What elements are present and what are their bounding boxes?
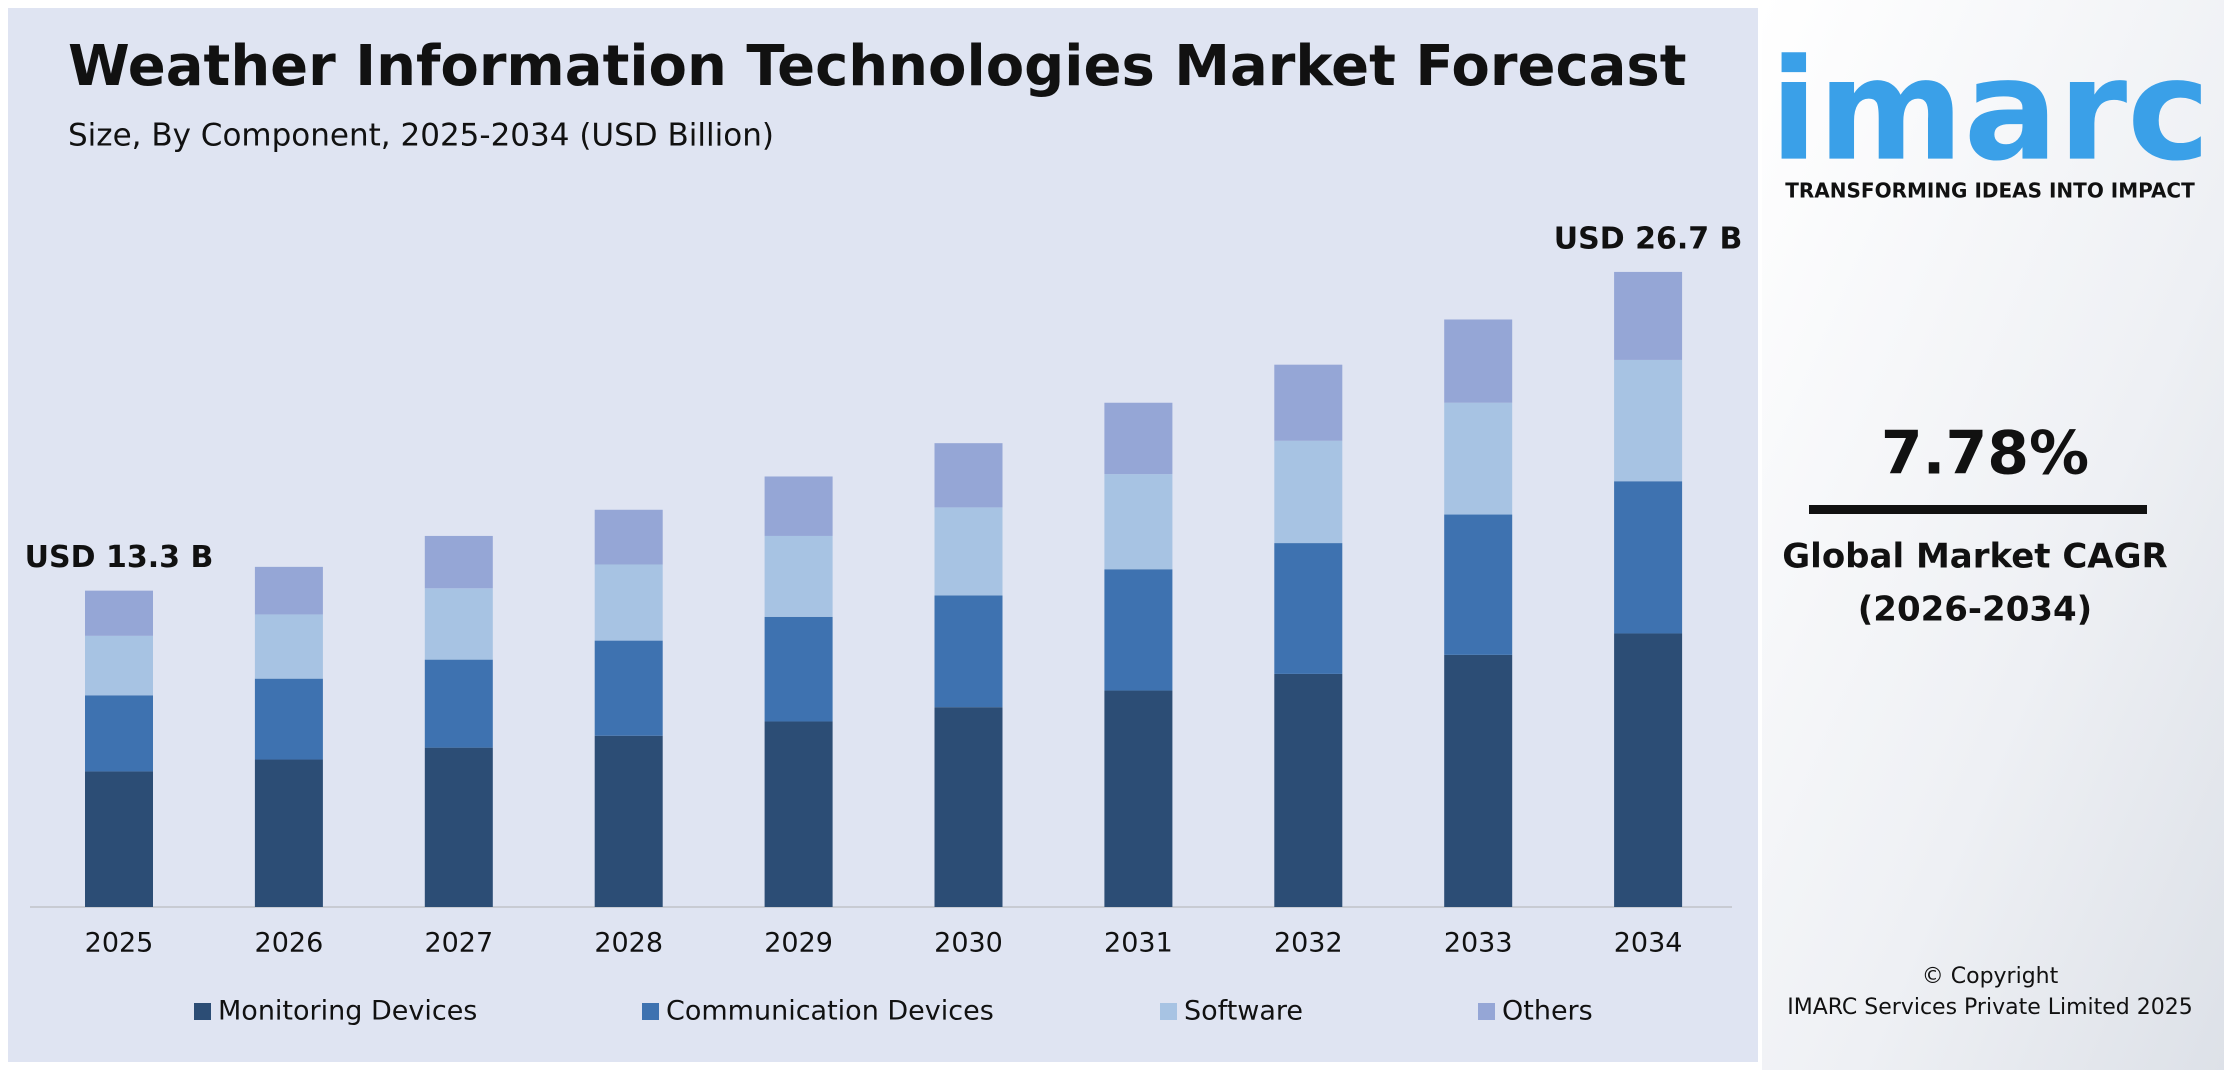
bar-segment (1274, 543, 1343, 674)
legend-label: Monitoring Devices (218, 996, 477, 1027)
bar-segment (1614, 359, 1683, 482)
bar-segment (934, 707, 1003, 907)
chart-subtitle: Size, By Component, 2025-2034 (USD Billi… (68, 118, 774, 154)
bar-segment (254, 566, 323, 615)
legend-swatch (642, 1003, 659, 1020)
bar-segment (1274, 440, 1343, 544)
x-tick-label: 2030 (934, 928, 1003, 959)
x-tick-label: 2027 (424, 928, 493, 959)
bar-segment (85, 695, 153, 772)
bar-segment (254, 614, 323, 679)
bar-segment (1444, 402, 1513, 515)
x-tick-label: 2026 (255, 928, 324, 959)
bar-segment (934, 507, 1003, 596)
bar-segment (764, 535, 833, 617)
legend-swatch (1478, 1003, 1495, 1020)
bar-segment (1444, 654, 1513, 907)
bar-segment (764, 616, 833, 722)
legend-label: Software (1184, 996, 1303, 1027)
x-tick-label: 2031 (1104, 928, 1173, 959)
bar-segment (594, 564, 663, 641)
bar-segment (424, 588, 493, 660)
bar-segment (424, 659, 493, 748)
chart-title: Weather Information Technologies Market … (68, 34, 1687, 99)
total-label: USD 26.7 B (1554, 221, 1743, 256)
x-tick-label: 2025 (85, 928, 154, 959)
legend-label: Communication Devices (666, 996, 994, 1027)
bar-segment (85, 635, 153, 696)
total-label: USD 13.3 B (25, 540, 214, 575)
cagr-rule (1809, 505, 2147, 514)
bar-segment (1614, 481, 1683, 634)
bar-segment (85, 771, 153, 907)
x-tick-label: 2032 (1274, 928, 1343, 959)
bar-segment (424, 535, 493, 589)
logo: imarc (1770, 30, 2210, 193)
legend-label: Others (1502, 996, 1593, 1027)
bar-segment (1274, 364, 1343, 441)
cagr-period: (2026-2034) (1858, 590, 2092, 630)
bar-segment (1444, 319, 1513, 403)
bar-segment (254, 678, 323, 760)
legend-swatch (1160, 1003, 1177, 1020)
bar-segment (1614, 633, 1683, 907)
bar-segment (594, 735, 663, 907)
bar-segment (764, 721, 833, 907)
x-tick-label: 2029 (764, 928, 833, 959)
x-tick-label: 2034 (1614, 928, 1683, 959)
cagr-value: 7.78% (1881, 419, 2089, 489)
bar-segment (1274, 673, 1343, 907)
bar-segment (594, 640, 663, 736)
bar-segment (254, 759, 323, 907)
bar-segment (594, 509, 663, 565)
cagr-label: Global Market CAGR (1782, 537, 2167, 577)
sidebar-panel (1762, 0, 2224, 1070)
bar-segment (934, 443, 1003, 508)
bar-segment (934, 595, 1003, 708)
bar-segment (1444, 514, 1513, 655)
bar-segment (1614, 271, 1683, 360)
x-tick-label: 2033 (1444, 928, 1513, 959)
x-tick-label: 2028 (594, 928, 663, 959)
bar-segment (1104, 569, 1173, 691)
copyright: © Copyright (1922, 964, 2059, 989)
company: IMARC Services Private Limited 2025 (1787, 995, 2193, 1020)
legend-swatch (194, 1003, 211, 1020)
bar-segment (424, 747, 493, 907)
bar-segment (1104, 474, 1173, 570)
bar-segment (1104, 402, 1173, 475)
tagline: TRANSFORMING IDEAS INTO IMPACT (1785, 179, 2195, 203)
bar-segment (764, 476, 833, 536)
bar-segment (85, 590, 153, 636)
bar-segment (1104, 690, 1173, 907)
